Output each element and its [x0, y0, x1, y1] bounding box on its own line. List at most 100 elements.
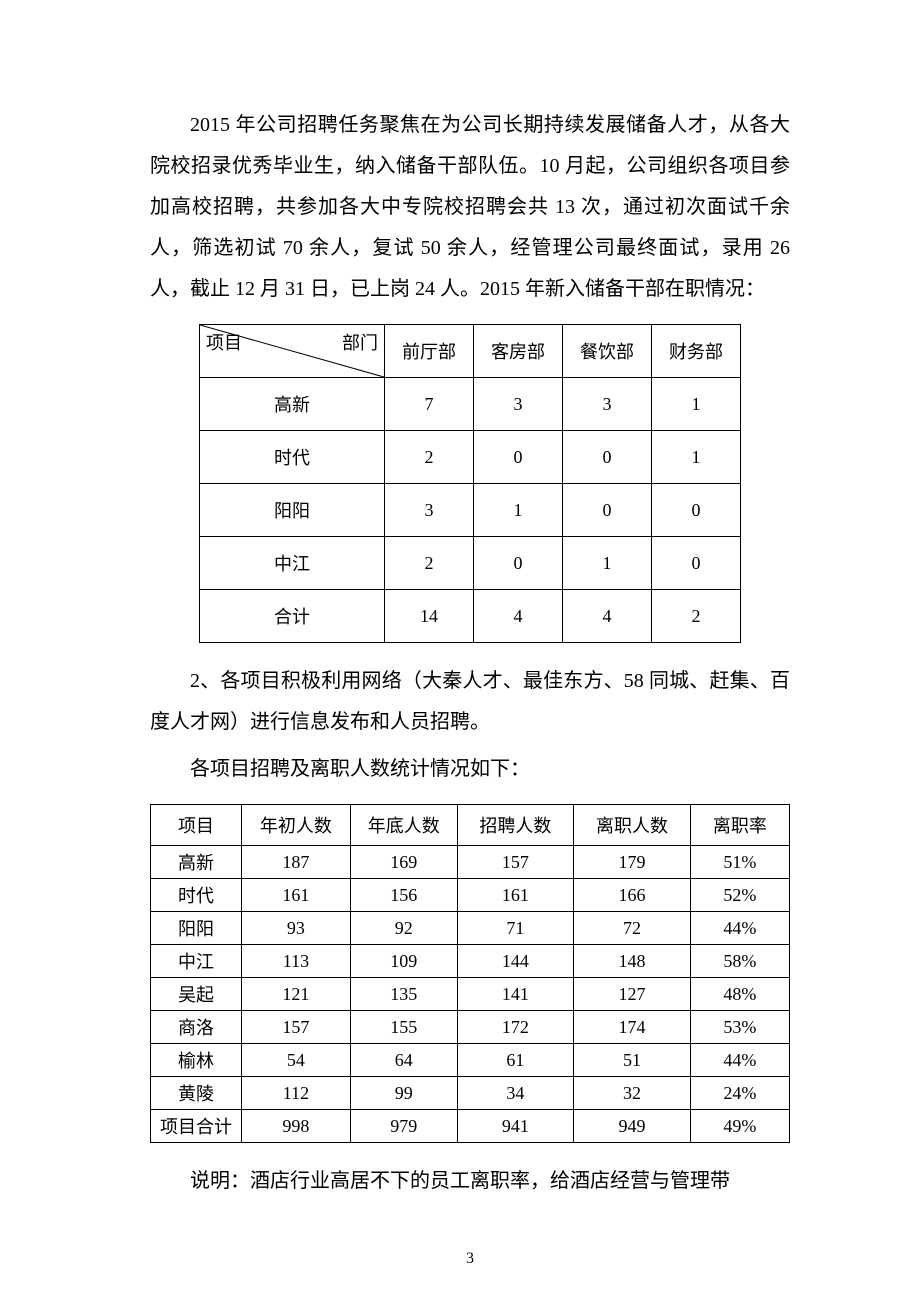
table1-cell: 4: [474, 590, 563, 643]
table-row: 商洛15715517217453%: [151, 1011, 790, 1044]
table2-cell: 148: [574, 945, 691, 978]
table2-cell: 169: [350, 846, 457, 879]
table2-cell: 166: [574, 879, 691, 912]
table2-cell: 48%: [690, 978, 789, 1011]
table1-col-header: 前厅部: [385, 325, 474, 378]
table2-cell: 时代: [151, 879, 242, 912]
table2-col-header: 招聘人数: [457, 805, 574, 846]
table1-cell: 0: [474, 537, 563, 590]
table2-cell: 187: [242, 846, 351, 879]
table1-cell: 2: [652, 590, 741, 643]
table2-cell: 黄陵: [151, 1077, 242, 1110]
table2-cell: 商洛: [151, 1011, 242, 1044]
table-row: 高新18716915717951%: [151, 846, 790, 879]
table2-cell: 项目合计: [151, 1110, 242, 1143]
table2-col-header: 离职人数: [574, 805, 691, 846]
table2-cell: 157: [457, 846, 574, 879]
table-turnover: 项目年初人数年底人数招聘人数离职人数离职率 高新18716915717951%时…: [150, 804, 790, 1143]
table2-cell: 121: [242, 978, 351, 1011]
table1-rowname: 高新: [200, 378, 385, 431]
table2-cell: 99: [350, 1077, 457, 1110]
table1-diag-left: 项目: [206, 329, 242, 355]
table2-cell: 51: [574, 1044, 691, 1077]
table2-cell: 49%: [690, 1110, 789, 1143]
table2-cell: 109: [350, 945, 457, 978]
table1-cell: 14: [385, 590, 474, 643]
table2-cell: 127: [574, 978, 691, 1011]
table2-cell: 24%: [690, 1077, 789, 1110]
table2-cell: 161: [457, 879, 574, 912]
table2-cell: 161: [242, 879, 351, 912]
table-row: 项目合计99897994194949%: [151, 1110, 790, 1143]
table2-cell: 32: [574, 1077, 691, 1110]
table-row: 阳阳3100: [200, 484, 741, 537]
table1-cell: 3: [385, 484, 474, 537]
table2-head: 项目年初人数年底人数招聘人数离职人数离职率: [151, 805, 790, 846]
table-row: 合计14442: [200, 590, 741, 643]
table2-cell: 44%: [690, 1044, 789, 1077]
table2-cell: 112: [242, 1077, 351, 1110]
table1-cell: 0: [563, 484, 652, 537]
table2-cell: 155: [350, 1011, 457, 1044]
table2-cell: 51%: [690, 846, 789, 879]
table1-cell: 0: [563, 431, 652, 484]
table2-col-header: 离职率: [690, 805, 789, 846]
table2-cell: 72: [574, 912, 691, 945]
table2-cell: 高新: [151, 846, 242, 879]
table2-cell: 吴起: [151, 978, 242, 1011]
paragraph-intro: 2015 年公司招聘任务聚焦在为公司长期持续发展储备人才，从各大院校招录优秀毕业…: [150, 105, 790, 310]
table1-cell: 2: [385, 537, 474, 590]
table2-body: 高新18716915717951%时代16115616116652%阳阳9392…: [151, 846, 790, 1143]
table-row: 阳阳9392717244%: [151, 912, 790, 945]
table1-rowname: 合计: [200, 590, 385, 643]
table2-cell: 113: [242, 945, 351, 978]
table2-cell: 141: [457, 978, 574, 1011]
table2-cell: 榆林: [151, 1044, 242, 1077]
table1-col-header: 客房部: [474, 325, 563, 378]
table-row: 中江2010: [200, 537, 741, 590]
table2-cell: 941: [457, 1110, 574, 1143]
table2-cell: 58%: [690, 945, 789, 978]
table1-col-header: 餐饮部: [563, 325, 652, 378]
table2-col-header: 项目: [151, 805, 242, 846]
table1-cell: 1: [652, 431, 741, 484]
table-row: 高新7331: [200, 378, 741, 431]
table1-cell: 4: [563, 590, 652, 643]
table1-header-diag: 项目 部门: [200, 325, 385, 378]
table2-cell: 71: [457, 912, 574, 945]
table1-rowname: 中江: [200, 537, 385, 590]
paragraph-networks: 2、各项目积极利用网络（大秦人才、最佳东方、58 同城、赶集、百度人才网）进行信…: [150, 661, 790, 743]
table1-col-header: 财务部: [652, 325, 741, 378]
table2-cell: 172: [457, 1011, 574, 1044]
table-row: 吴起12113514112748%: [151, 978, 790, 1011]
page-number: 3: [150, 1250, 790, 1268]
table2-cell: 979: [350, 1110, 457, 1143]
table1-cell: 0: [652, 537, 741, 590]
table2-cell: 93: [242, 912, 351, 945]
table2-cell: 64: [350, 1044, 457, 1077]
table-reserve-cadre: 项目部门前厅部客房部餐饮部财务部高新7331时代2001阳阳3100中江2010…: [199, 324, 741, 643]
paragraph-stats-intro: 各项目招聘及离职人数统计情况如下：: [150, 749, 790, 790]
table2-cell: 54: [242, 1044, 351, 1077]
table2-col-header: 年初人数: [242, 805, 351, 846]
table1-rowname: 时代: [200, 431, 385, 484]
table2-cell: 53%: [690, 1011, 789, 1044]
table1-cell: 3: [474, 378, 563, 431]
table2-cell: 52%: [690, 879, 789, 912]
table2-cell: 中江: [151, 945, 242, 978]
table1-cell: 1: [563, 537, 652, 590]
table-row: 时代16115616116652%: [151, 879, 790, 912]
table2-cell: 179: [574, 846, 691, 879]
paragraph-explain: 说明：酒店行业高居不下的员工离职率，给酒店经营与管理带: [150, 1161, 790, 1202]
table1-cell: 7: [385, 378, 474, 431]
table1-cell: 3: [563, 378, 652, 431]
table1-diag-right: 部门: [342, 329, 378, 355]
table1-cell: 1: [474, 484, 563, 537]
table-row: 榆林5464615144%: [151, 1044, 790, 1077]
table2-cell: 157: [242, 1011, 351, 1044]
table2-cell: 34: [457, 1077, 574, 1110]
table2-cell: 156: [350, 879, 457, 912]
table1-cell: 2: [385, 431, 474, 484]
table2-cell: 998: [242, 1110, 351, 1143]
table2-cell: 144: [457, 945, 574, 978]
